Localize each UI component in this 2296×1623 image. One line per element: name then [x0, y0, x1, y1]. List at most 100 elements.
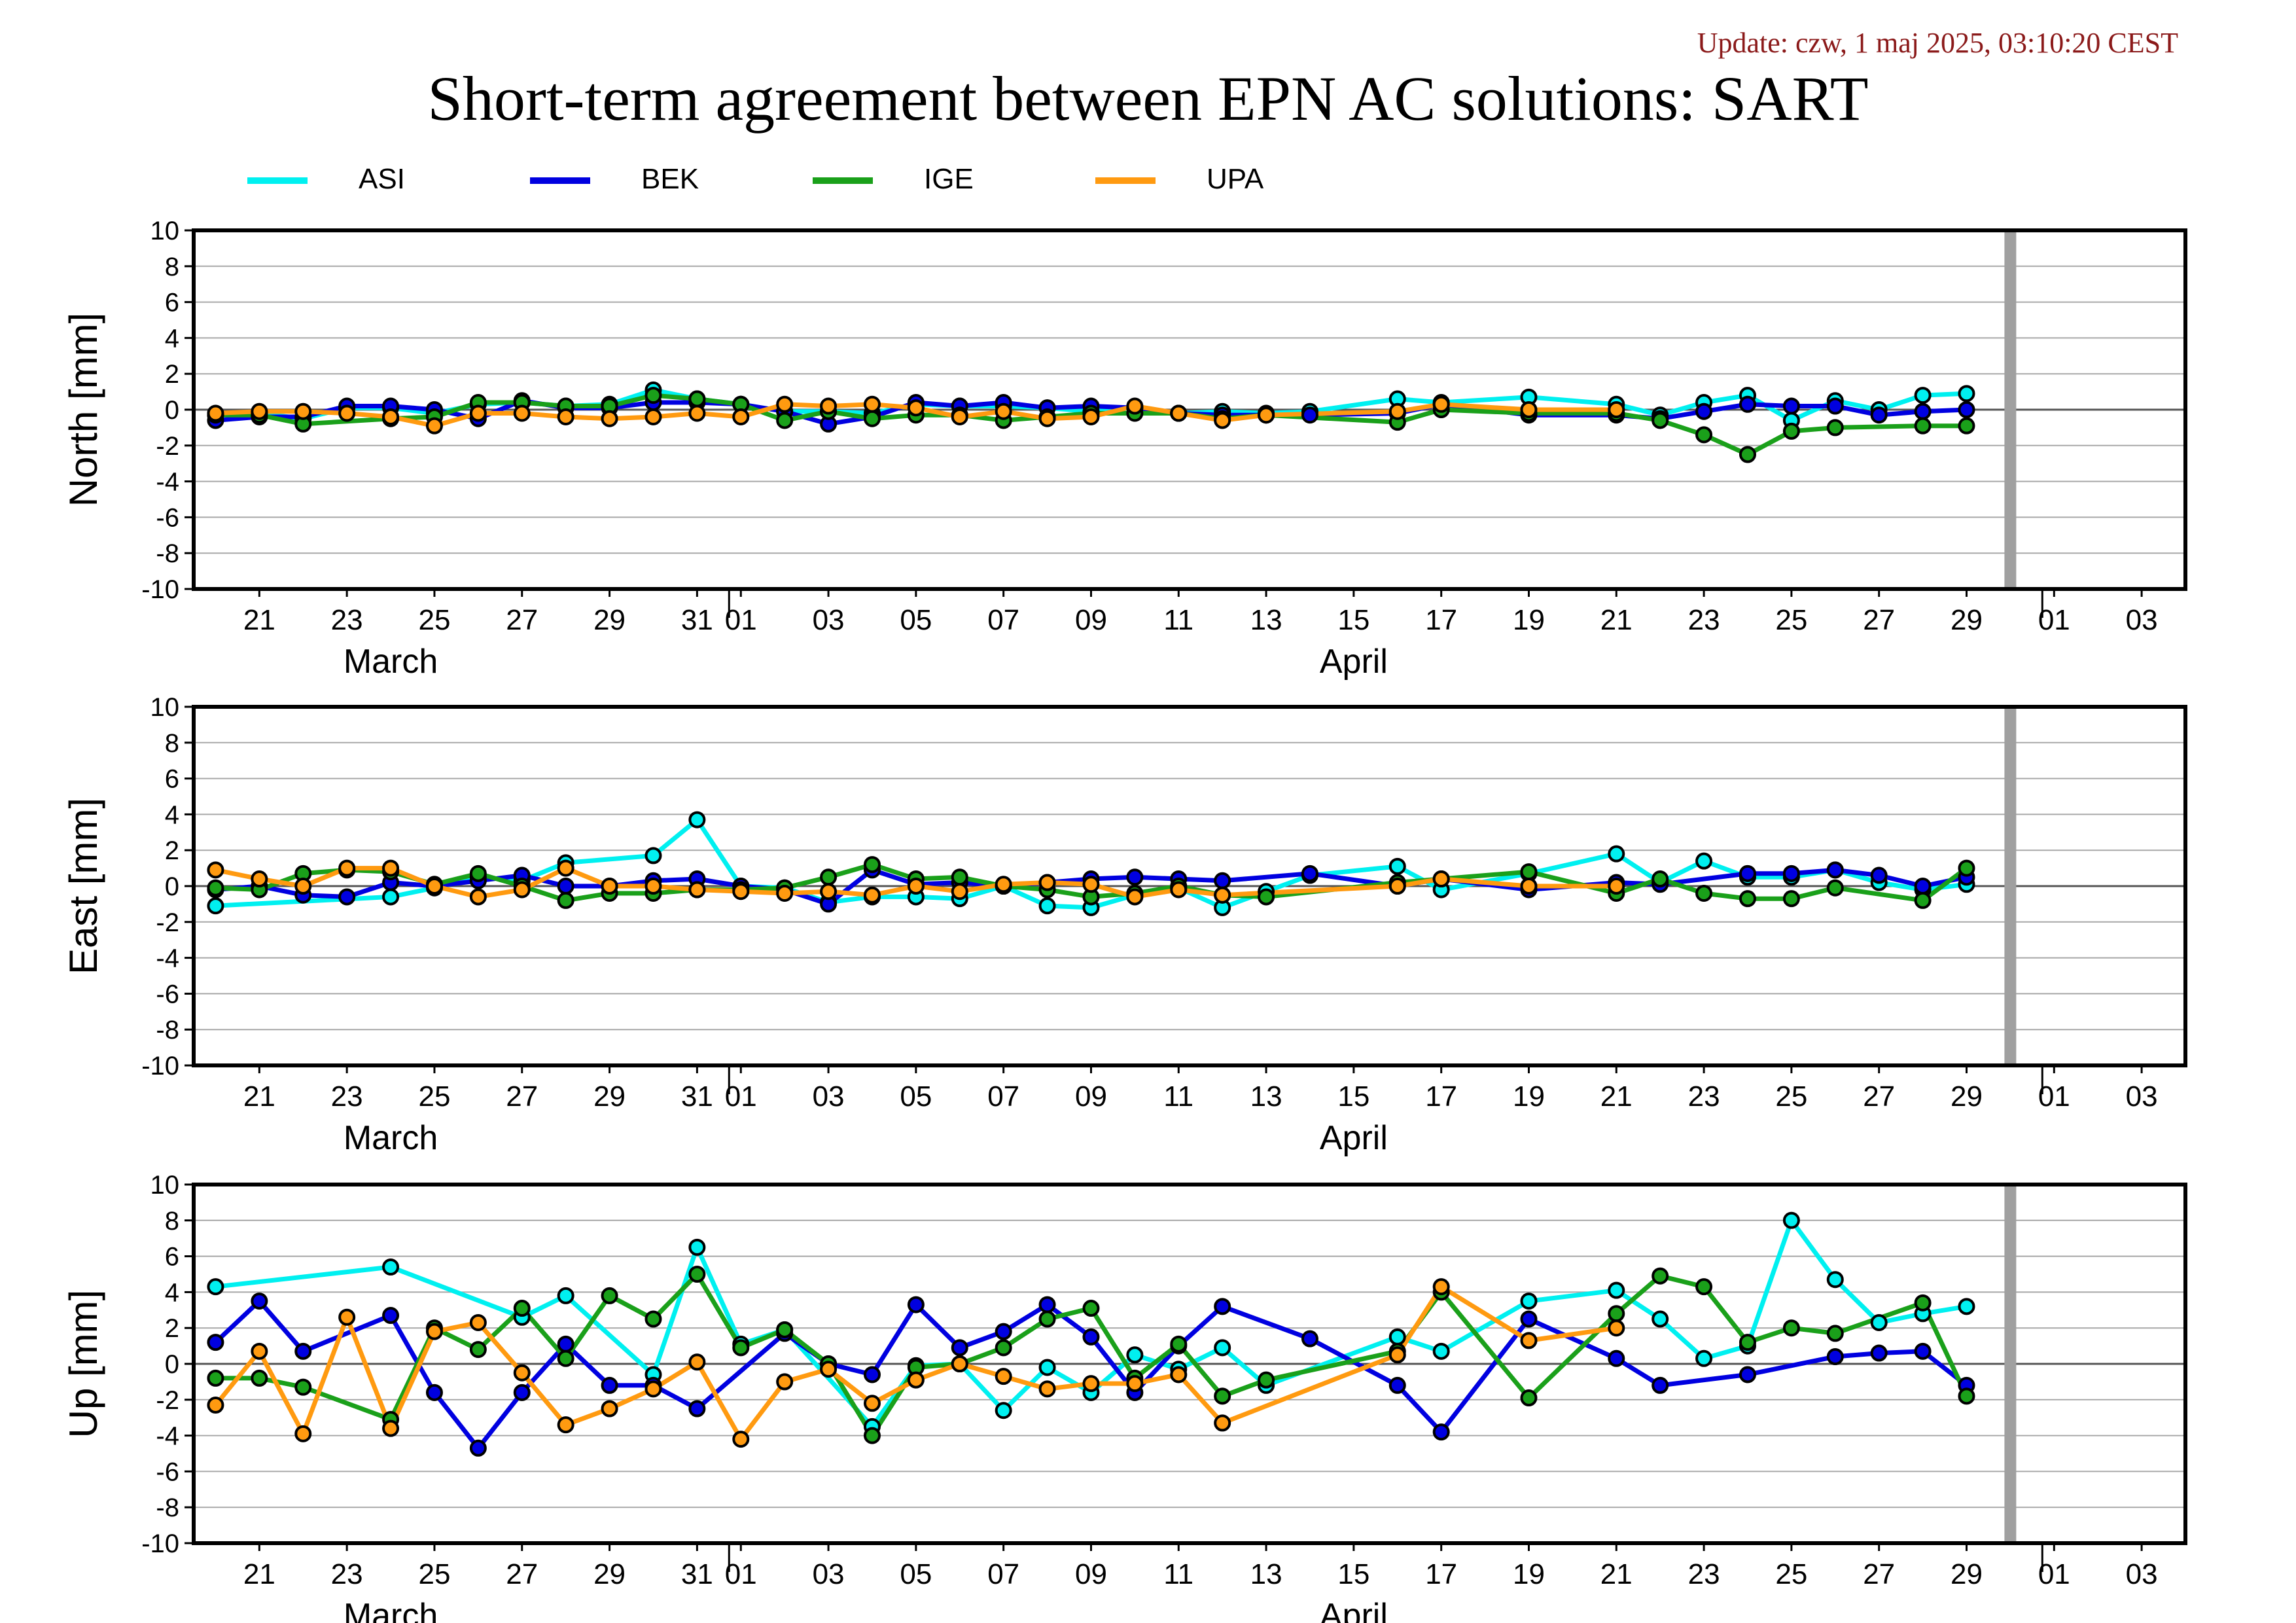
data-point-ige [863, 1427, 881, 1444]
y-tick-label: 10 [150, 693, 180, 722]
month-label: March [344, 1597, 438, 1623]
data-point-upa [951, 408, 968, 425]
data-point-upa [601, 1400, 618, 1418]
data-point-upa [863, 886, 881, 904]
y-tick-label: -8 [156, 1016, 179, 1044]
y-tick-label: -4 [156, 1422, 179, 1451]
data-point-bek [207, 1334, 224, 1351]
x-tick-label: 27 [506, 604, 538, 636]
data-point-ige [863, 410, 881, 427]
x-tick-label: 09 [1075, 1080, 1107, 1113]
data-point-ige [820, 868, 838, 886]
x-tick-label: 31 [681, 1558, 713, 1590]
data-point-upa [469, 1313, 487, 1331]
y-tick-label: 4 [165, 324, 179, 353]
y-axis-label: East [mm] [62, 798, 105, 974]
data-point-bek [1958, 401, 1975, 418]
x-tick-label: 13 [1250, 1080, 1282, 1113]
y-tick-label: 8 [165, 729, 179, 758]
x-tick-label: 01 [2038, 1080, 2070, 1113]
data-point-bek [1870, 1344, 1888, 1362]
data-point-bek [1739, 1366, 1756, 1383]
data-point-upa [207, 404, 224, 422]
legend-swatch-upa [1095, 177, 1156, 184]
data-point-ige [688, 1266, 706, 1283]
y-tick-label: 6 [165, 765, 179, 794]
y-tick-label: 2 [165, 360, 179, 389]
data-point-upa [645, 408, 662, 425]
x-tick-label: 23 [331, 604, 363, 636]
data-point-asi [1870, 1313, 1888, 1331]
legend-label-upa: UPA [1207, 163, 1264, 195]
data-point-upa [645, 878, 662, 895]
x-tick-label: 01 [725, 1558, 757, 1590]
data-point-upa [382, 859, 400, 877]
data-point-ige [951, 868, 968, 886]
data-point-bek [1914, 878, 1932, 895]
data-point-upa [1214, 1414, 1231, 1432]
data-point-bek [863, 1366, 881, 1383]
legend-label-ige: IGE [924, 163, 974, 195]
y-tick-label: 4 [165, 1278, 179, 1307]
x-tick-label: 29 [593, 604, 626, 636]
data-point-upa [207, 861, 224, 879]
data-point-upa [907, 399, 925, 417]
y-tick-label: -10 [141, 1052, 179, 1080]
x-tick-label: 03 [2126, 1558, 2158, 1590]
series-line-upa [213, 1284, 1617, 1442]
y-tick-label: -2 [156, 908, 179, 937]
x-tick-label: 29 [593, 1080, 626, 1113]
legend-swatch-bek [530, 177, 590, 184]
data-point-upa [469, 404, 487, 422]
data-point-bek [1826, 861, 1844, 879]
data-point-ige [557, 891, 574, 909]
data-point-asi [382, 888, 400, 906]
y-tick-label: 0 [165, 396, 179, 425]
data-point-upa [1038, 410, 1056, 427]
x-tick-label: 09 [1075, 1558, 1107, 1590]
data-point-upa [557, 859, 574, 877]
y-tick-label: 0 [165, 872, 179, 901]
x-tick-label: 27 [1863, 1080, 1895, 1113]
data-point-ige [294, 1378, 312, 1396]
data-point-asi [1826, 1271, 1844, 1289]
data-point-ige [1695, 426, 1713, 444]
data-point-bek [382, 1307, 400, 1325]
data-point-bek [1826, 397, 1844, 415]
x-tick-label: 13 [1250, 1558, 1282, 1590]
data-point-ige [1826, 1325, 1844, 1342]
data-point-upa [1388, 878, 1406, 895]
data-point-asi [1388, 1328, 1406, 1346]
data-point-bek [251, 1293, 268, 1310]
y-tick-label: -8 [156, 539, 179, 568]
x-tick-label: 25 [418, 604, 450, 636]
x-tick-label: 01 [725, 1080, 757, 1113]
x-tick-label: 21 [1600, 1080, 1633, 1113]
x-tick-label: 27 [506, 1080, 538, 1113]
data-point-bek [1826, 1348, 1844, 1366]
data-point-bek [557, 1335, 574, 1353]
data-point-asi [1914, 387, 1932, 404]
data-point-ige [1826, 419, 1844, 437]
data-point-bek [1914, 1342, 1932, 1360]
x-tick-label: 15 [1337, 1080, 1369, 1113]
data-point-ige [1651, 412, 1669, 429]
x-tick-label: 07 [987, 1080, 1019, 1113]
data-point-upa [1126, 397, 1144, 415]
data-point-ige [732, 1339, 750, 1357]
x-tick-label: 17 [1425, 1558, 1457, 1590]
data-point-asi [1651, 1310, 1669, 1328]
x-tick-label: 29 [1951, 604, 1983, 636]
data-point-upa [688, 1353, 706, 1371]
data-point-upa [425, 878, 443, 895]
data-point-upa [1520, 878, 1538, 895]
data-point-upa [1170, 404, 1188, 422]
x-tick-label: 23 [331, 1558, 363, 1590]
x-tick-label: 27 [506, 1558, 538, 1590]
data-point-ige [776, 412, 794, 429]
data-point-ige [1914, 891, 1932, 909]
data-point-ige [207, 879, 224, 897]
y-tick-label: -4 [156, 468, 179, 497]
data-point-upa [294, 878, 312, 895]
x-tick-label: 23 [1688, 1558, 1720, 1590]
